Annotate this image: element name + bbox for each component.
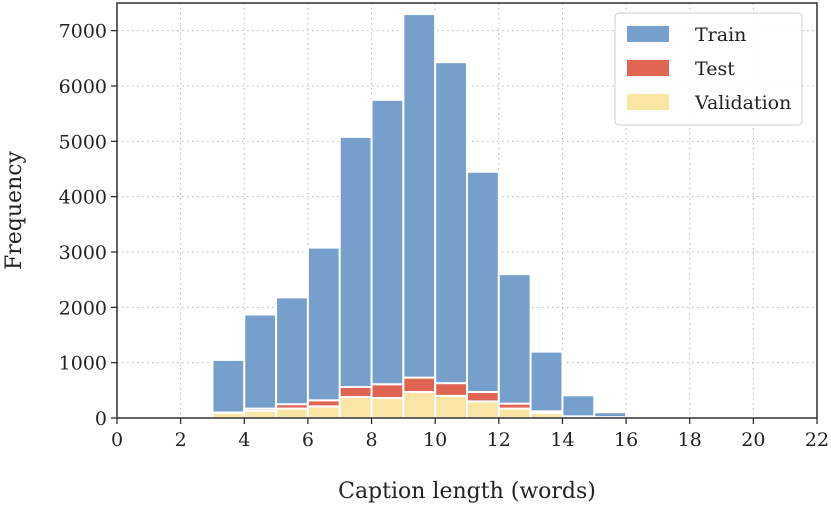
legend: Train Test Validation <box>614 12 803 126</box>
x-tick-label: 8 <box>365 429 377 451</box>
bar-train <box>497 273 532 405</box>
legend-swatch-test <box>627 60 669 76</box>
bar-train <box>466 170 500 393</box>
bar-train <box>402 13 437 379</box>
x-tick-label: 10 <box>423 429 447 451</box>
bar-test <box>402 376 437 393</box>
bar-validation <box>338 395 373 419</box>
y-axis-ticks: 0 1000 2000 3000 4000 5000 6000 7000 <box>59 21 117 430</box>
bar-train <box>338 135 373 389</box>
bar-validation <box>275 407 309 419</box>
x-tick-label: 4 <box>238 429 250 451</box>
plot-frame <box>116 2 818 419</box>
y-tick-label: 2000 <box>59 297 107 319</box>
bar-validation <box>402 390 437 420</box>
bar-validation <box>497 407 532 419</box>
bar-validation <box>306 405 341 420</box>
legend-label-train: Train <box>695 24 746 46</box>
x-tick-label: 20 <box>741 429 765 451</box>
bar-test <box>338 386 373 398</box>
legend-swatch-validation <box>627 94 669 110</box>
bar-test <box>434 382 469 397</box>
x-axis-ticks: 0 2 4 6 8 10 12 14 16 18 20 22 <box>111 418 829 451</box>
x-tick-label: 14 <box>550 429 574 451</box>
x-tick-label: 22 <box>805 429 829 451</box>
x-tick-label: 6 <box>302 429 314 451</box>
y-tick-label: 1000 <box>59 353 107 375</box>
bars <box>211 13 628 420</box>
bar-train <box>243 313 278 410</box>
legend-label-validation: Validation <box>694 92 791 114</box>
x-tick-label: 0 <box>111 429 123 451</box>
y-tick-label: 5000 <box>59 131 107 153</box>
bar-train <box>593 411 628 419</box>
legend-swatch-train <box>627 26 669 42</box>
y-tick-label: 6000 <box>59 76 107 98</box>
y-tick-label: 3000 <box>59 242 107 264</box>
bar-train <box>275 296 309 406</box>
x-tick-label: 16 <box>614 429 638 451</box>
bar-train <box>211 358 246 414</box>
bar-train <box>529 350 564 413</box>
legend-label-test: Test <box>695 58 735 80</box>
x-tick-label: 12 <box>487 429 511 451</box>
y-tick-label: 7000 <box>59 21 107 43</box>
bar-test <box>370 383 405 400</box>
y-tick-label: 0 <box>95 408 107 430</box>
bar-train <box>306 246 341 402</box>
bar-train <box>561 394 596 418</box>
x-axis-label: Caption length (words) <box>338 479 596 504</box>
bar-validation <box>466 400 500 419</box>
y-axis-label: Frequency <box>2 150 27 270</box>
bar-train <box>370 98 405 386</box>
bar-validation <box>434 394 469 420</box>
x-tick-label: 18 <box>678 429 702 451</box>
bar-train <box>434 61 469 385</box>
bar-validation <box>370 397 405 419</box>
x-tick-label: 2 <box>175 429 187 451</box>
y-tick-label: 4000 <box>59 187 107 209</box>
bar-test <box>466 390 500 403</box>
bar-validation <box>243 409 278 420</box>
